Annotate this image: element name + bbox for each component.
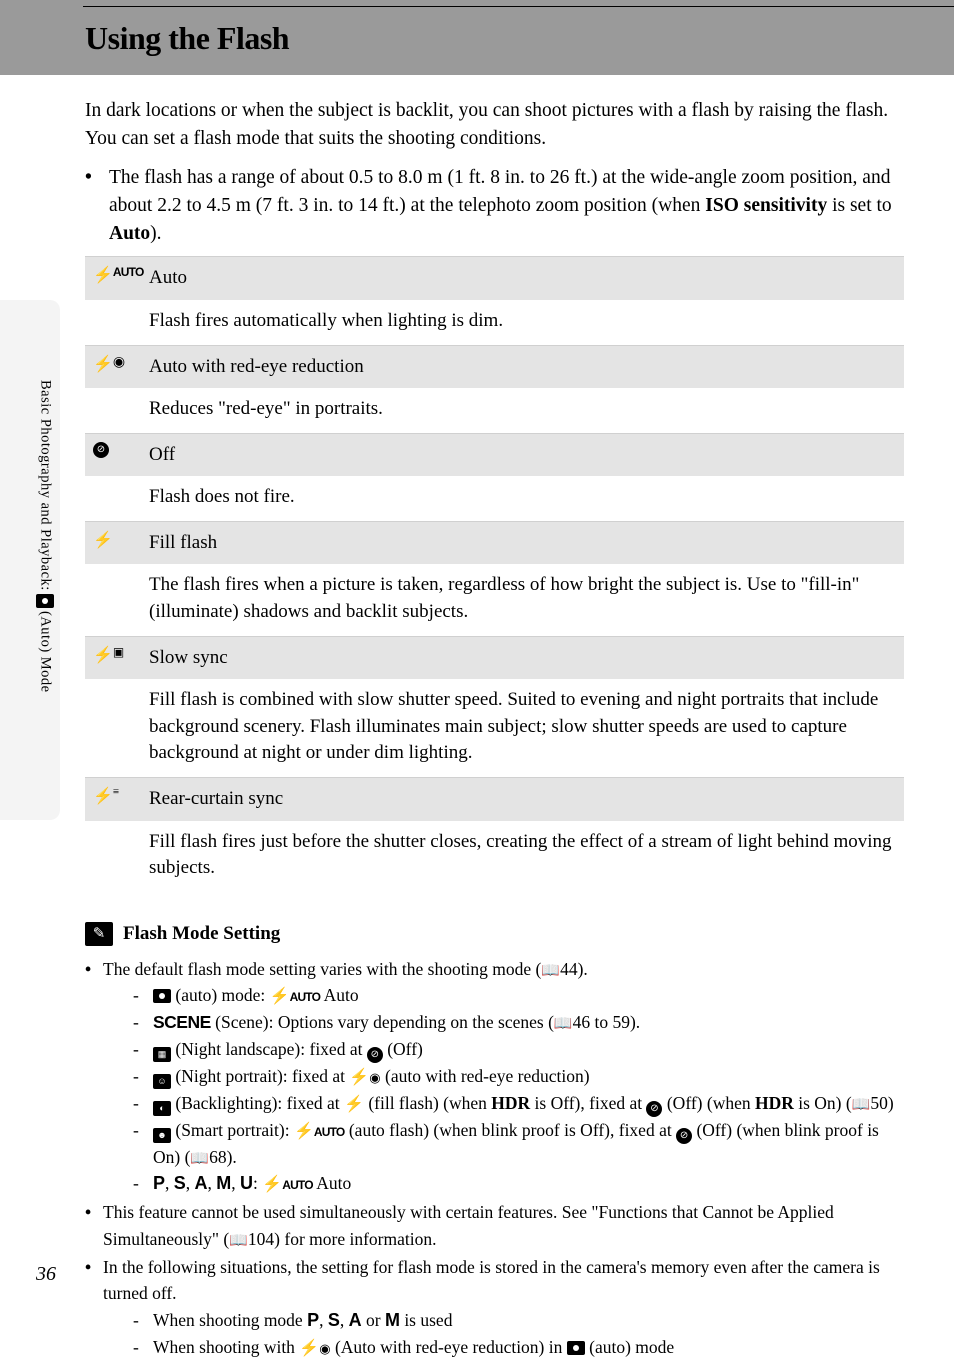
sidebar-section-label: Basic Photography and Playback: (Auto) M… <box>36 380 54 692</box>
camera-icon <box>153 989 171 1003</box>
smart-portrait-icon: ☻ <box>153 1128 171 1143</box>
list-item: • The default flash mode setting varies … <box>85 956 904 1198</box>
table-row: ⚡▣ Slow sync <box>85 636 904 680</box>
flash-mode-setting-section: ✎ Flash Mode Setting • The default flash… <box>0 892 954 1361</box>
table-row: ⚡◉ Auto with red-eye reduction <box>85 345 904 389</box>
table-row: Flash does not fire. <box>85 476 904 521</box>
flash-redeye-icon: ⚡◉ <box>89 354 149 381</box>
range-bullet: • The flash has a range of about 0.5 to … <box>85 164 904 249</box>
backlight-icon: ◐ <box>153 1101 171 1116</box>
camera-icon <box>567 1341 585 1355</box>
page-header-band: Using the Flash <box>0 0 954 75</box>
flash-auto-icon: ⚡AUTO <box>89 265 149 292</box>
table-row: ⚡AUTO Auto <box>85 256 904 300</box>
table-row: Fill flash fires just before the shutter… <box>85 821 904 892</box>
flash-off-icon: ⊘ <box>89 442 149 469</box>
table-row: Reduces "red-eye" in portraits. <box>85 388 904 433</box>
list-item: • In the following situations, the setti… <box>85 1254 904 1361</box>
table-row: ⚡ Fill flash <box>85 521 904 565</box>
flash-modes-table: ⚡AUTO Auto Flash fires automatically whe… <box>85 256 904 892</box>
page-title: Using the Flash <box>85 20 954 57</box>
night-portrait-icon: ☺ <box>153 1074 171 1089</box>
page-number: 36 <box>36 1263 56 1286</box>
list-item: • This feature cannot be used simultaneo… <box>85 1199 904 1252</box>
rear-curtain-icon: ⚡≡ <box>89 786 149 813</box>
night-landscape-icon: ▦ <box>153 1047 171 1062</box>
slow-sync-icon: ⚡▣ <box>89 645 149 672</box>
flash-off-icon: ⊘ <box>367 1047 383 1063</box>
table-row: Fill flash is combined with slow shutter… <box>85 679 904 777</box>
page-ref-icon: 📖 <box>541 960 560 983</box>
scene-icon: SCENE <box>153 1012 211 1032</box>
table-row: Flash fires automatically when lighting … <box>85 300 904 345</box>
fill-flash-icon: ⚡ <box>89 530 149 557</box>
bullet-marker: • <box>85 164 109 249</box>
intro-paragraph: In dark locations or when the subject is… <box>85 97 904 154</box>
pencil-note-icon: ✎ <box>85 922 113 946</box>
table-row: ⊘ Off <box>85 433 904 477</box>
table-row: The flash fires when a picture is taken,… <box>85 564 904 635</box>
section-subtitle: Flash Mode Setting <box>123 923 280 945</box>
camera-icon <box>36 594 54 608</box>
table-row: ⚡≡ Rear-curtain sync <box>85 777 904 821</box>
